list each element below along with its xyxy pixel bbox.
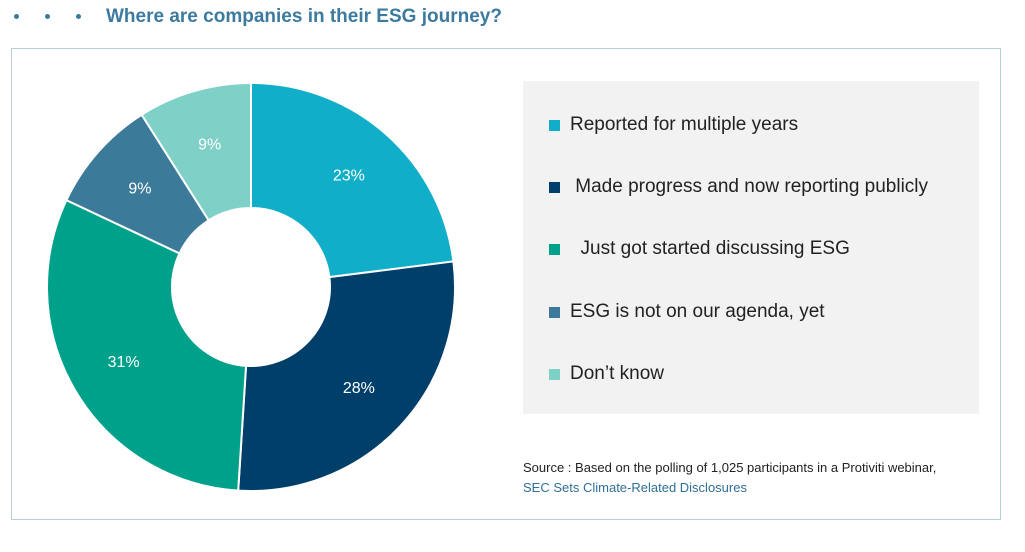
slice-value-label: 31% xyxy=(108,354,140,371)
donut-slices xyxy=(46,81,456,492)
legend: Reported for multiple years Made progres… xyxy=(523,81,979,414)
legend-item: Just got started discussing ESG xyxy=(549,237,850,261)
legend-label: Made progress and now reporting publicly xyxy=(570,176,929,197)
legend-item: Made progress and now reporting publicly xyxy=(549,175,928,199)
slice-value-label: 28% xyxy=(343,380,375,397)
bullet-dot-1 xyxy=(14,14,19,19)
legend-label: Reported for multiple years xyxy=(570,114,799,135)
legend-item: Reported for multiple years xyxy=(549,113,798,137)
legend-swatch xyxy=(549,306,560,318)
bullet-dot-3 xyxy=(76,14,81,19)
slice-value-label: 9% xyxy=(128,181,151,198)
chart-frame xyxy=(11,48,1001,520)
legend-label: Don’t know xyxy=(570,363,664,384)
source-link[interactable]: SEC Sets Climate-Related Disclosures xyxy=(523,480,747,495)
donut-slice-labels: 23% 28% 31% 9% 9% xyxy=(108,136,375,396)
donut-slice xyxy=(140,81,252,222)
slice-value-label: 9% xyxy=(198,136,221,153)
legend-swatch xyxy=(549,368,560,380)
legend-label: ESG is not on our agenda, yet xyxy=(570,301,825,322)
legend-swatch xyxy=(549,243,560,255)
page-title: Where are companies in their ESG journey… xyxy=(106,6,502,27)
donut-slice xyxy=(250,81,455,279)
legend-swatch xyxy=(549,181,560,193)
legend-item: Don’t know xyxy=(549,362,664,386)
source-note: Source : Based on the polling of 1,025 p… xyxy=(523,458,993,498)
slice-value-label: 23% xyxy=(333,167,365,184)
header: Where are companies in their ESG journey… xyxy=(0,0,1025,44)
donut-slice xyxy=(46,198,248,492)
bullet-dot-2 xyxy=(45,14,50,19)
legend-item: ESG is not on our agenda, yet xyxy=(549,300,825,324)
source-text: Source : Based on the polling of 1,025 p… xyxy=(523,460,937,475)
donut-slice xyxy=(237,260,456,492)
legend-label: Just got started discussing ESG xyxy=(570,238,850,259)
legend-swatch xyxy=(549,119,560,131)
